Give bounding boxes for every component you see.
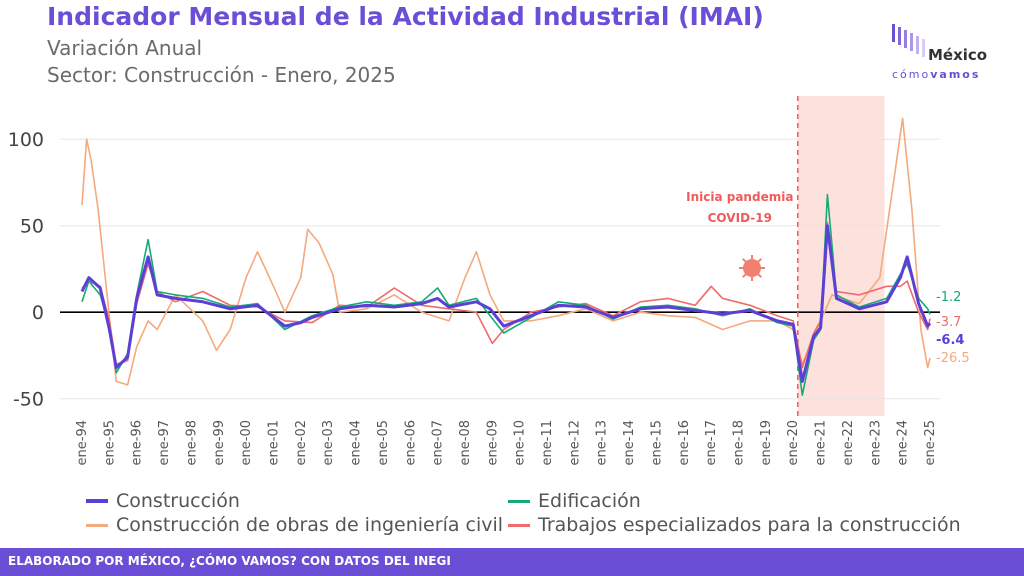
y-tick-label: 50 [20,216,44,238]
x-tick-label: ene-98 [184,420,199,465]
x-tick-label: ene-24 [896,420,911,465]
x-tick-label: ene-14 [622,420,637,465]
y-tick-label: 0 [32,302,44,324]
chart-legend: Construcción Edificación Construcción de… [86,490,1016,540]
footer-bar: ELABORADO POR MÉXICO, ¿CÓMO VAMOS? CON D… [0,548,1024,576]
x-tick-label: ene-95 [102,420,117,465]
legend-label-edificacion: Edificación [538,490,641,512]
x-tick-label: ene-97 [157,420,172,465]
virus-icon [743,259,761,277]
end-value-label: -3.7 [936,315,961,330]
pandemic-shaded-band [797,96,885,416]
end-value-label: -1.2 [936,290,961,305]
legend-swatch-ingenieria-civil [86,523,108,527]
x-tick-label: ene-25 [923,420,938,465]
logo-tagline: cómovamos [892,68,981,81]
end-value-label: -26.5 [936,351,970,366]
x-tick-label: ene-11 [540,420,555,465]
x-tick-label: ene-18 [732,420,747,465]
x-tick-label: ene-03 [321,420,336,465]
x-tick-label: ene-20 [786,420,801,465]
legend-item-construccion[interactable]: Construcción [86,490,240,512]
x-tick-label: ene-12 [567,420,582,465]
legend-swatch-construccion [86,499,108,503]
footer-credit: ELABORADO POR MÉXICO, ¿CÓMO VAMOS? CON D… [8,554,451,568]
y-tick-label: -50 [13,389,44,411]
x-tick-label: ene-17 [704,420,719,465]
x-tick-label: ene-19 [759,420,774,465]
annotation-text: Inicia pandemia [686,190,793,204]
chart-sector-subtitle: Sector: Construcción - Enero, 2025 [47,63,396,87]
x-tick-label: ene-07 [431,420,446,465]
x-tick-label: ene-13 [595,420,610,465]
x-tick-label: ene-22 [841,420,856,465]
x-tick-label: ene-10 [513,420,528,465]
legend-item-trabajos-especializados[interactable]: Trabajos especializados para la construc… [508,514,961,536]
chart-subtitle: Variación Anual [47,36,203,60]
legend-item-ingenieria-civil[interactable]: Construcción de obras de ingeniería civi… [86,514,503,536]
logo-name: México [928,46,988,64]
series-line-construccion [80,224,932,383]
end-value-label: -6.4 [936,333,964,348]
annotation-text: COVID-19 [708,211,772,225]
legend-label-trabajos-especializados: Trabajos especializados para la construc… [538,514,961,536]
legend-swatch-edificacion [508,499,530,503]
x-tick-label: ene-96 [130,420,145,465]
x-tick-label: ene-23 [868,420,883,465]
legend-item-edificacion[interactable]: Edificación [508,490,641,512]
x-tick-label: ene-94 [75,420,90,465]
legend-swatch-trabajos-especializados [508,523,530,527]
x-tick-label: ene-05 [376,420,391,465]
x-tick-label: ene-16 [677,420,692,465]
x-tick-label: ene-09 [485,420,500,465]
x-tick-label: ene-99 [212,420,227,465]
line-chart: -50 0 50 100 ene-94 ene-95 ene-96 ene-97 ene-98 e… [8,96,970,465]
x-tick-label: ene-21 [814,420,829,465]
y-tick-label: 100 [8,129,44,151]
x-tick-label: ene-02 [294,420,309,465]
chart-title: Indicador Mensual de la Actividad Indust… [47,2,764,31]
x-tick-label: ene-15 [649,420,664,465]
x-tick-label: ene-06 [403,420,418,465]
x-tick-label: ene-04 [349,420,364,465]
legend-label-construccion: Construcción [116,490,240,512]
x-tick-label: ene-01 [266,420,281,465]
x-tick-label: ene-08 [458,420,473,465]
series-line-edificacion [81,193,931,396]
legend-label-ingenieria-civil: Construcción de obras de ingeniería civi… [116,514,504,536]
logo-bars-icon [892,24,925,57]
x-tick-label: ene-00 [239,420,254,465]
mexico-como-vamos-logo: México cómovamos [890,24,1010,84]
